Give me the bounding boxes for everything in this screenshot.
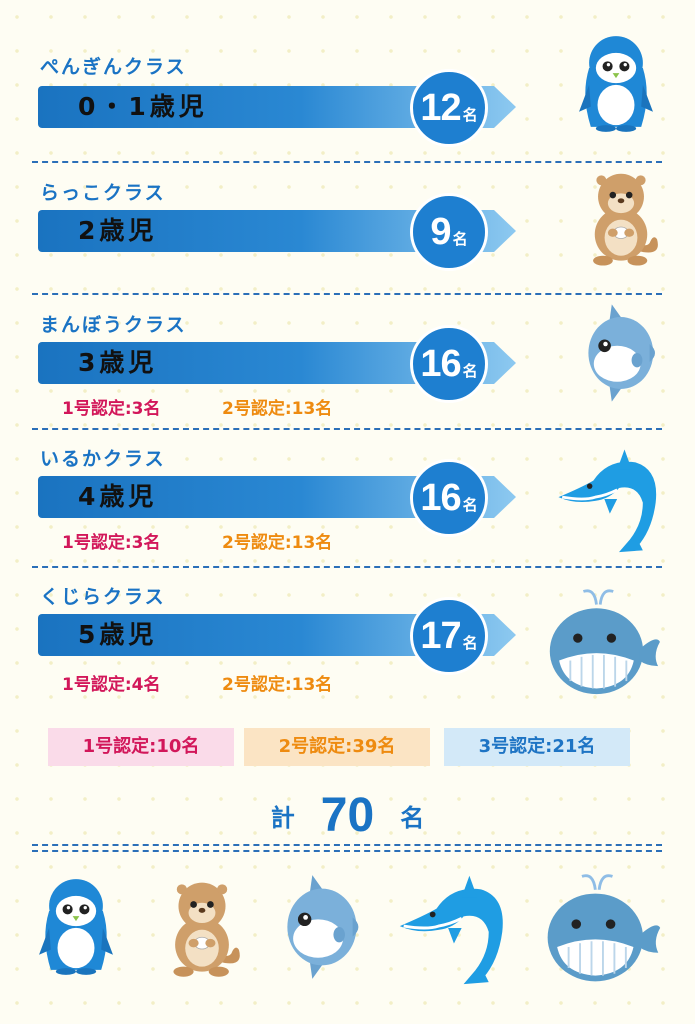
section-divider (32, 566, 662, 568)
summary-cert1: 1号認定:10名 (48, 728, 234, 766)
class-section-dolphin: いるかクラス 4歳児 16 名 1号認定:3名 2号認定:13名 (0, 444, 695, 556)
cert1-label: 1号認定:3名 (62, 533, 161, 553)
dolphin-icon (398, 874, 505, 986)
class-name: らっこクラス (40, 182, 166, 204)
summary-cert3: 3号認定:21名 (444, 728, 630, 766)
otter-icon (592, 173, 659, 266)
count-unit: 名 (452, 229, 468, 248)
count-unit: 名 (462, 633, 478, 652)
class-name: ぺんぎんクラス (40, 56, 187, 78)
penguin-icon (579, 36, 653, 132)
otter-icon (173, 882, 241, 978)
cert2-label: 2号認定:13名 (222, 533, 333, 553)
bottom-divider-bottom (32, 850, 662, 852)
cert2-label: 2号認定:13名 (222, 399, 333, 419)
whale-icon (546, 874, 662, 983)
total-number: 70 (320, 789, 375, 842)
sunfish-icon (588, 304, 655, 402)
count-badge: 17 名 (410, 597, 488, 675)
class-name: いるかクラス (40, 448, 166, 470)
sunfish-icon (287, 875, 359, 979)
class-section-whale: くじらクラス 5歳児 17 名 1号認定:4名 2号認定:13名 (0, 582, 695, 696)
total-label: 計 (270, 804, 295, 832)
section-divider (32, 428, 662, 430)
age-label: 5歳児 (78, 620, 158, 649)
count-badge: 16 名 (410, 325, 488, 403)
section-divider (32, 161, 662, 163)
count-badge: 12 名 (410, 69, 488, 147)
age-label: 0・1歳児 (78, 92, 208, 121)
cert1-label: 1号認定:3名 (62, 399, 161, 419)
class-section-penguin: ぺんぎんクラス 0・1歳児 12 名 (0, 36, 695, 162)
whale-icon (548, 589, 662, 696)
count-badge: 16 名 (410, 459, 488, 537)
dolphin-icon (557, 448, 658, 554)
penguin-icon (39, 879, 113, 975)
age-label: 2歳児 (78, 216, 158, 245)
bottom-divider-top (32, 844, 662, 846)
summary-cert2: 2号認定:39名 (244, 728, 430, 766)
section-divider (32, 293, 662, 295)
count-number: 16 (420, 476, 461, 519)
cert1-label: 1号認定:4名 (62, 675, 161, 695)
class-name: まんぼうクラス (40, 314, 187, 336)
count-unit: 名 (462, 361, 478, 380)
count-number: 12 (420, 86, 461, 129)
count-unit: 名 (462, 495, 478, 514)
cert2-label: 2号認定:13名 (222, 675, 333, 695)
age-label: 3歳児 (78, 348, 158, 377)
total-row: 計 70 名 (0, 788, 695, 843)
count-unit: 名 (462, 105, 478, 124)
count-number: 9 (430, 210, 451, 253)
count-number: 17 (420, 614, 461, 657)
class-section-sunfish: まんぼうクラス 3歳児 16 名 1号認定:3名 2号認定:13名 (0, 304, 695, 422)
count-number: 16 (420, 342, 461, 385)
age-label: 4歳児 (78, 482, 158, 511)
total-unit: 名 (400, 804, 425, 832)
class-name: くじらクラス (40, 586, 166, 608)
